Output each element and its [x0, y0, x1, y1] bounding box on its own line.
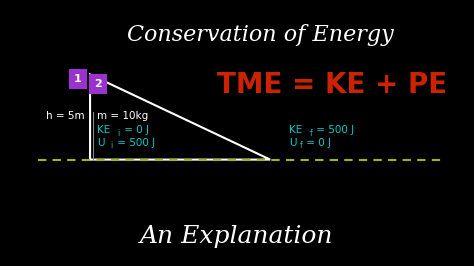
Text: = 0 J: = 0 J: [303, 138, 331, 148]
Text: h = 5m: h = 5m: [46, 111, 85, 121]
FancyBboxPatch shape: [69, 69, 87, 89]
Text: f: f: [300, 141, 303, 150]
Text: = 0 J: = 0 J: [121, 125, 149, 135]
Text: i: i: [110, 141, 113, 150]
FancyBboxPatch shape: [89, 74, 107, 94]
Text: = 500 J: = 500 J: [114, 138, 155, 148]
Text: 2: 2: [94, 80, 102, 89]
Text: m = 10kg: m = 10kg: [97, 111, 148, 121]
Text: KE: KE: [97, 125, 110, 135]
Text: KE: KE: [289, 125, 302, 135]
Text: An Explanation: An Explanation: [140, 225, 334, 248]
Text: U: U: [97, 138, 105, 148]
Text: f: f: [310, 128, 312, 138]
Text: 1: 1: [74, 74, 82, 84]
Text: U: U: [289, 138, 297, 148]
Text: i: i: [118, 128, 120, 138]
Text: = 500 J: = 500 J: [313, 125, 354, 135]
Text: Conservation of Energy: Conservation of Energy: [128, 24, 394, 45]
Text: TME = KE + PE: TME = KE + PE: [217, 71, 447, 99]
